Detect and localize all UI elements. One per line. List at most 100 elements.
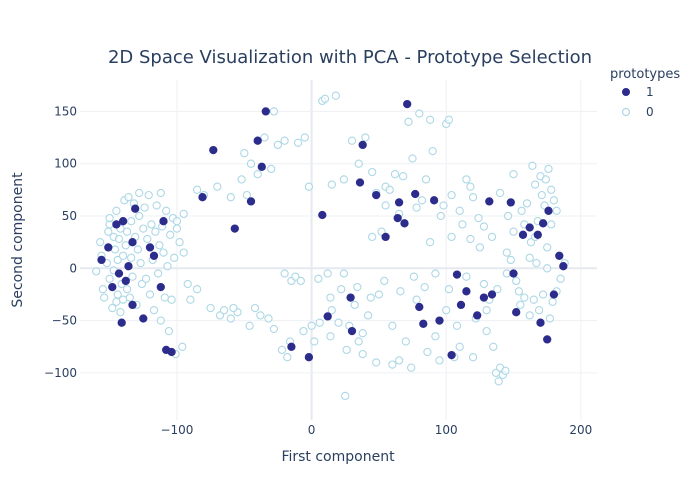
data-point-prototype[interactable] — [128, 300, 137, 310]
data-point-prototype[interactable] — [159, 217, 168, 226]
data-point-non-prototype[interactable] — [183, 279, 192, 289]
data-point-prototype[interactable] — [287, 342, 296, 351]
data-point-prototype[interactable] — [261, 107, 270, 116]
data-point-prototype[interactable] — [485, 197, 494, 206]
data-point-non-prototype[interactable] — [337, 285, 346, 294]
data-point-prototype[interactable] — [355, 178, 365, 187]
data-point-non-prototype[interactable] — [431, 332, 440, 341]
data-point-non-prototype[interactable] — [526, 238, 536, 247]
data-point-non-prototype[interactable] — [172, 217, 182, 226]
data-point-prototype[interactable] — [525, 223, 534, 232]
data-point-non-prototype[interactable] — [152, 201, 161, 210]
data-point-non-prototype[interactable] — [541, 175, 550, 184]
data-point-prototype[interactable] — [167, 347, 176, 357]
data-point-non-prototype[interactable] — [354, 159, 363, 168]
data-point-non-prototype[interactable] — [323, 269, 332, 278]
data-point-non-prototype[interactable] — [269, 324, 279, 334]
data-point-prototype[interactable] — [462, 287, 471, 296]
data-point-non-prototype[interactable] — [409, 272, 419, 281]
data-point-non-prototype[interactable] — [380, 276, 389, 286]
data-point-non-prototype[interactable] — [219, 306, 229, 315]
data-point-non-prototype[interactable] — [125, 293, 134, 302]
data-point-prototype[interactable] — [555, 251, 564, 260]
data-point-non-prototype[interactable] — [121, 241, 130, 250]
data-point-prototype[interactable] — [452, 270, 462, 279]
data-point-prototype[interactable] — [198, 193, 207, 202]
data-point-non-prototype[interactable] — [358, 329, 367, 338]
data-point-non-prototype[interactable] — [179, 248, 188, 257]
data-point-non-prototype[interactable] — [155, 241, 164, 250]
data-point-non-prototype[interactable] — [283, 353, 292, 362]
data-point-non-prototype[interactable] — [530, 180, 540, 189]
data-point-non-prototype[interactable] — [388, 360, 397, 369]
data-point-non-prototype[interactable] — [489, 342, 498, 351]
data-point-prototype[interactable] — [304, 353, 314, 362]
data-point-prototype[interactable] — [253, 136, 262, 145]
data-point-non-prototype[interactable] — [493, 285, 502, 294]
data-point-non-prototype[interactable] — [482, 326, 491, 336]
data-point-non-prototype[interactable] — [381, 201, 390, 210]
data-point-non-prototype[interactable] — [206, 303, 215, 313]
data-point-prototype[interactable] — [400, 219, 409, 228]
data-point-prototype[interactable] — [533, 230, 542, 239]
data-point-non-prototype[interactable] — [543, 264, 552, 273]
legend-item-1[interactable]: 1 — [622, 85, 654, 99]
data-point-prototype[interactable] — [139, 314, 148, 323]
data-point-non-prototype[interactable] — [170, 253, 179, 262]
data-point-non-prototype[interactable] — [431, 269, 440, 278]
data-point-prototype[interactable] — [156, 282, 165, 292]
data-point-non-prototype[interactable] — [435, 356, 444, 365]
data-point-prototype[interactable] — [559, 262, 568, 271]
data-point-non-prototype[interactable] — [517, 206, 526, 215]
data-point-non-prototype[interactable] — [327, 180, 336, 189]
data-point-non-prototype[interactable] — [213, 182, 222, 191]
data-point-non-prototype[interactable] — [444, 285, 454, 294]
data-point-prototype[interactable] — [518, 230, 528, 239]
data-point-non-prototype[interactable] — [420, 282, 429, 292]
data-point-non-prototype[interactable] — [112, 206, 121, 215]
data-point-non-prototype[interactable] — [242, 190, 252, 200]
data-point-non-prototype[interactable] — [512, 276, 521, 286]
data-point-non-prototype[interactable] — [116, 308, 125, 317]
data-point-non-prototype[interactable] — [503, 211, 513, 221]
data-point-prototype[interactable] — [114, 269, 124, 278]
data-point-non-prototype[interactable] — [245, 321, 254, 330]
data-point-prototype[interactable] — [97, 255, 106, 265]
data-point-prototype[interactable] — [230, 224, 239, 233]
data-point-non-prototype[interactable] — [331, 91, 340, 100]
data-point-non-prototype[interactable] — [474, 213, 483, 223]
data-point-non-prototype[interactable] — [192, 185, 202, 194]
data-point-non-prototype[interactable] — [366, 293, 375, 302]
data-point-prototype[interactable] — [473, 311, 482, 320]
data-point-non-prototype[interactable] — [368, 167, 377, 177]
data-point-non-prototype[interactable] — [96, 238, 105, 247]
data-point-non-prototype[interactable] — [144, 190, 153, 200]
data-point-prototype[interactable] — [358, 140, 367, 150]
data-point-non-prototype[interactable] — [160, 293, 169, 302]
data-point-non-prototype[interactable] — [280, 269, 289, 278]
data-point-non-prototype[interactable] — [127, 217, 136, 226]
data-point-non-prototype[interactable] — [421, 175, 431, 184]
data-point-non-prototype[interactable] — [372, 358, 381, 367]
data-point-prototype[interactable] — [487, 290, 497, 299]
data-point-non-prototype[interactable] — [396, 287, 405, 296]
data-point-non-prototype[interactable] — [277, 345, 287, 355]
data-point-non-prototype[interactable] — [267, 164, 276, 174]
data-point-prototype[interactable] — [447, 350, 456, 360]
data-point-prototype[interactable] — [394, 198, 404, 207]
data-point-non-prototype[interactable] — [444, 115, 454, 124]
data-point-prototype[interactable] — [543, 335, 552, 344]
data-point-non-prototype[interactable] — [113, 290, 122, 299]
data-point-non-prototype[interactable] — [118, 251, 128, 260]
data-point-non-prototype[interactable] — [475, 243, 485, 252]
data-point-non-prototype[interactable] — [327, 306, 336, 315]
data-point-prototype[interactable] — [512, 308, 521, 317]
data-point-non-prototype[interactable] — [314, 274, 323, 283]
data-point-non-prototype[interactable] — [452, 321, 462, 330]
data-point-non-prototype[interactable] — [394, 356, 404, 365]
data-point-prototype[interactable] — [112, 220, 121, 229]
data-point-non-prototype[interactable] — [307, 321, 316, 330]
data-point-non-prototype[interactable] — [122, 285, 132, 294]
data-point-non-prototype[interactable] — [354, 337, 363, 346]
data-point-non-prototype[interactable] — [525, 311, 534, 320]
